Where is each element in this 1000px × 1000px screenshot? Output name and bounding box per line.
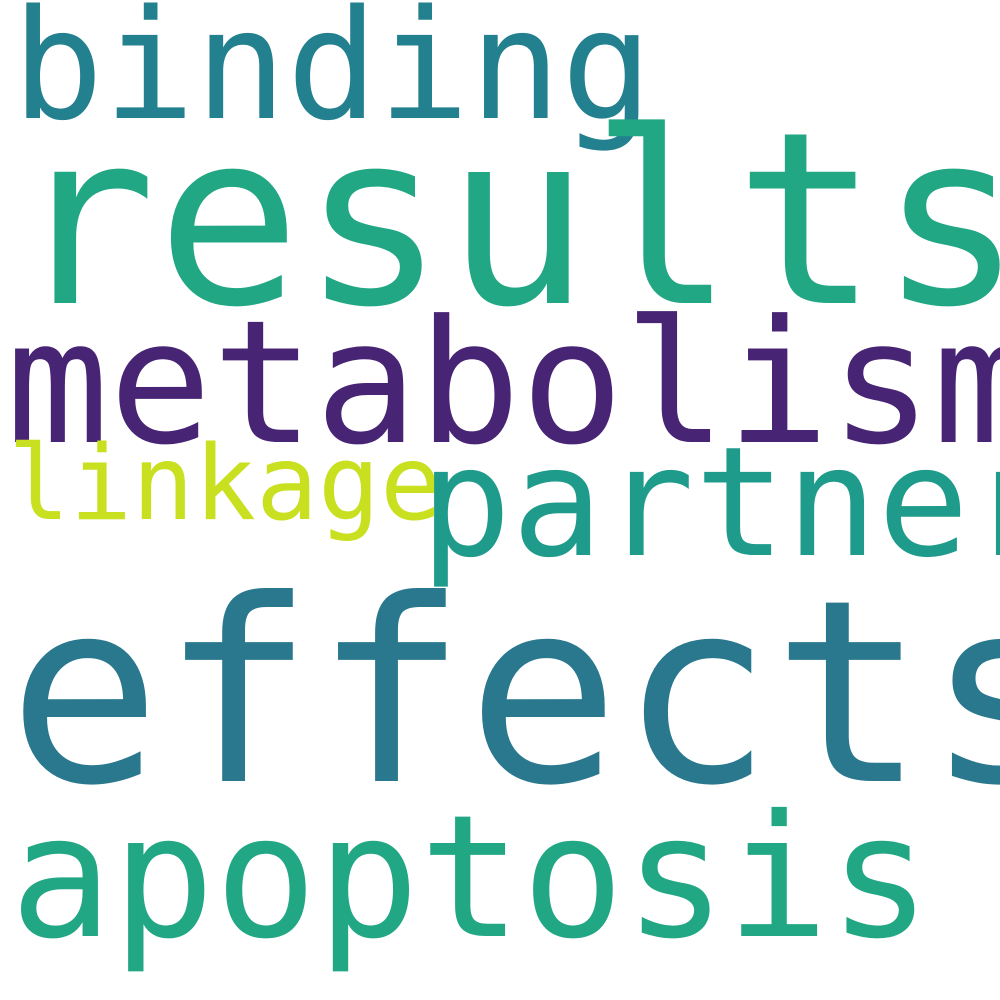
word-linkage: linkage (8, 424, 443, 544)
word-partner: partner (420, 414, 1000, 591)
word-apoptosis: apoptosis (10, 779, 932, 977)
word-results: results (12, 80, 1000, 360)
word-binding: binding (12, 0, 653, 154)
word-effects: effects (8, 545, 1000, 841)
word-metabolism: metabolism (6, 284, 1000, 483)
